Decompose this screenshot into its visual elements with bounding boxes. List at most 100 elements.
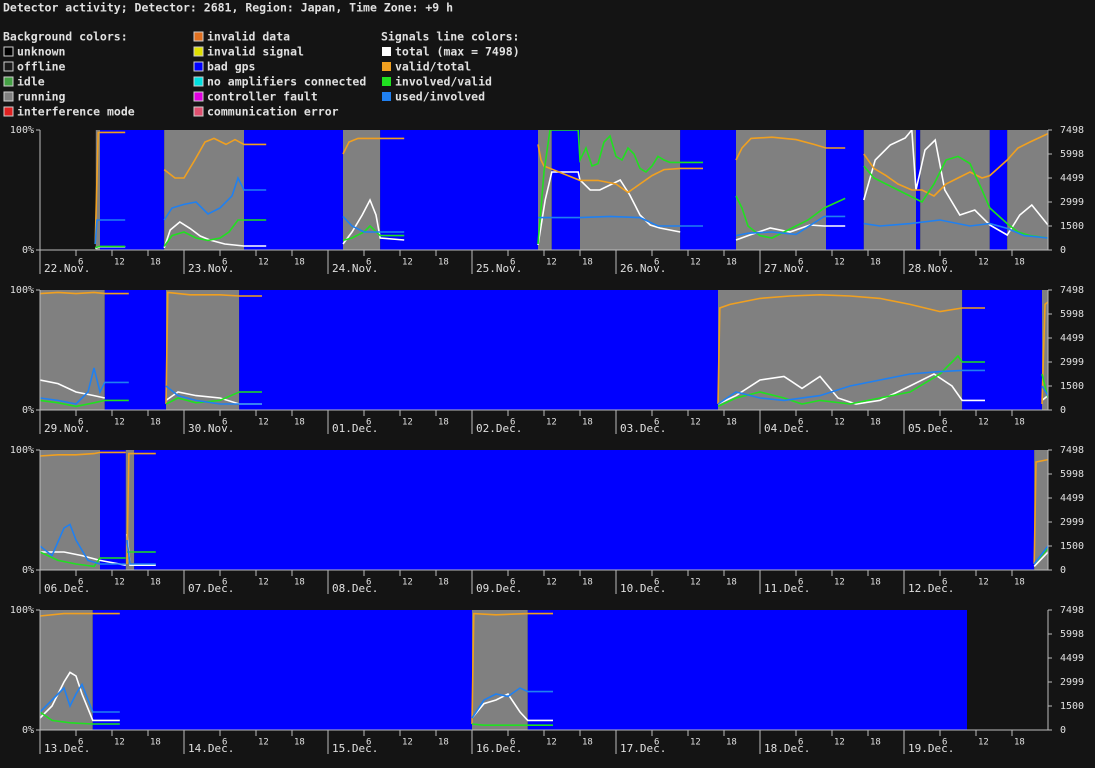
y-tick-label: 0% (22, 405, 34, 416)
x-hour-label: 18 (438, 258, 449, 268)
status-span (1007, 130, 1048, 250)
x-day-label: 02.Dec. (476, 422, 522, 435)
x-hour-label: 6 (366, 258, 371, 268)
legend-label: bad gps (207, 60, 255, 74)
legend-title: Signals line colors: (381, 30, 519, 44)
y2-tick-label: 7498 (1060, 605, 1084, 616)
y2-tick-label: 7498 (1060, 285, 1084, 296)
x-hour-label: 6 (78, 738, 83, 748)
y2-tick-label: 5998 (1060, 309, 1084, 320)
legend-label: interference mode (17, 105, 135, 119)
legend-swatch (3, 76, 14, 87)
x-day-label: 23.Nov. (188, 262, 234, 275)
x-hour-label: 12 (978, 578, 989, 588)
y-tick-label: 0% (22, 725, 34, 736)
legend-label: invalid data (207, 30, 290, 44)
x-hour-label: 18 (438, 418, 449, 428)
x-day-label: 19.Dec. (908, 742, 954, 755)
x-day-label: 01.Dec. (332, 422, 378, 435)
x-hour-label: 6 (222, 738, 227, 748)
x-hour-label: 12 (402, 578, 413, 588)
x-day-label: 30.Nov. (188, 422, 234, 435)
x-hour-label: 12 (402, 738, 413, 748)
status-span (380, 130, 538, 250)
x-hour-label: 18 (726, 258, 737, 268)
legend-label: total (max = 7498) (395, 45, 520, 59)
x-hour-label: 12 (978, 418, 989, 428)
y2-tick-label: 0 (1060, 405, 1066, 416)
x-hour-label: 6 (654, 258, 659, 268)
page-title: Detector activity; Detector: 2681, Regio… (3, 1, 453, 15)
x-day-label: 11.Dec. (764, 582, 810, 595)
x-hour-label: 12 (978, 258, 989, 268)
legend-swatch (382, 62, 391, 71)
x-hour-label: 18 (582, 738, 593, 748)
x-hour-label: 12 (114, 738, 125, 748)
x-day-label: 14.Dec. (188, 742, 234, 755)
x-day-label: 18.Dec. (764, 742, 810, 755)
status-span (527, 610, 967, 730)
x-hour-label: 12 (690, 578, 701, 588)
x-day-label: 16.Dec. (476, 742, 522, 755)
x-hour-label: 12 (402, 258, 413, 268)
x-hour-label: 6 (222, 418, 227, 428)
status-span (125, 450, 135, 570)
legend-label: controller fault (207, 90, 318, 104)
x-hour-label: 18 (294, 418, 305, 428)
legend-swatch (3, 91, 14, 102)
x-hour-label: 12 (258, 738, 269, 748)
status-span (100, 450, 126, 570)
y2-tick-label: 2999 (1060, 357, 1084, 368)
legend-swatch (193, 106, 204, 117)
x-day-label: 08.Dec. (332, 582, 378, 595)
x-hour-label: 18 (582, 418, 593, 428)
legend-label: invalid signal (207, 45, 304, 59)
x-hour-label: 6 (222, 258, 227, 268)
x-hour-label: 18 (294, 578, 305, 588)
y2-tick-label: 5998 (1060, 469, 1084, 480)
x-hour-label: 18 (726, 578, 737, 588)
x-hour-label: 12 (690, 258, 701, 268)
x-hour-label: 18 (1014, 738, 1025, 748)
status-span (95, 130, 100, 250)
x-hour-label: 6 (510, 418, 515, 428)
x-hour-label: 12 (546, 418, 557, 428)
x-hour-label: 12 (978, 738, 989, 748)
x-hour-label: 12 (690, 738, 701, 748)
x-hour-label: 6 (942, 738, 947, 748)
legend-label: valid/total (395, 60, 471, 74)
status-span (166, 290, 240, 410)
legend-swatch (193, 76, 204, 87)
legend-title: Background colors: (3, 30, 128, 44)
status-span (989, 130, 1008, 250)
y-tick-label: 100% (10, 125, 34, 136)
x-hour-label: 6 (78, 578, 83, 588)
x-day-label: 27.Nov. (764, 262, 810, 275)
legend-label: involved/valid (395, 75, 492, 89)
legend-swatch (3, 106, 14, 117)
y2-tick-label: 2999 (1060, 517, 1084, 528)
x-day-label: 25.Nov. (476, 262, 522, 275)
x-day-label: 15.Dec. (332, 742, 378, 755)
status-span (920, 130, 990, 250)
x-hour-label: 6 (510, 258, 515, 268)
x-day-label: 06.Dec. (44, 582, 90, 595)
signal-line (40, 373, 1048, 405)
x-hour-label: 18 (726, 418, 737, 428)
x-hour-label: 12 (114, 258, 125, 268)
x-hour-label: 18 (870, 578, 881, 588)
status-span (40, 610, 93, 730)
x-hour-label: 6 (510, 738, 515, 748)
legend-swatch (193, 31, 204, 42)
panel: 06.Dec.6 12 18 07.Dec.6 12 18 08.Dec.6 12 18 09.D… (10, 445, 1084, 595)
x-hour-label: 18 (150, 418, 161, 428)
status-span (134, 450, 1035, 570)
y2-tick-label: 1500 (1060, 221, 1084, 232)
status-span (100, 130, 165, 250)
y2-tick-label: 2999 (1060, 677, 1084, 688)
legend-swatch (193, 91, 204, 102)
y2-tick-label: 1500 (1060, 381, 1084, 392)
x-hour-label: 12 (402, 418, 413, 428)
legend-label: idle (17, 75, 45, 89)
